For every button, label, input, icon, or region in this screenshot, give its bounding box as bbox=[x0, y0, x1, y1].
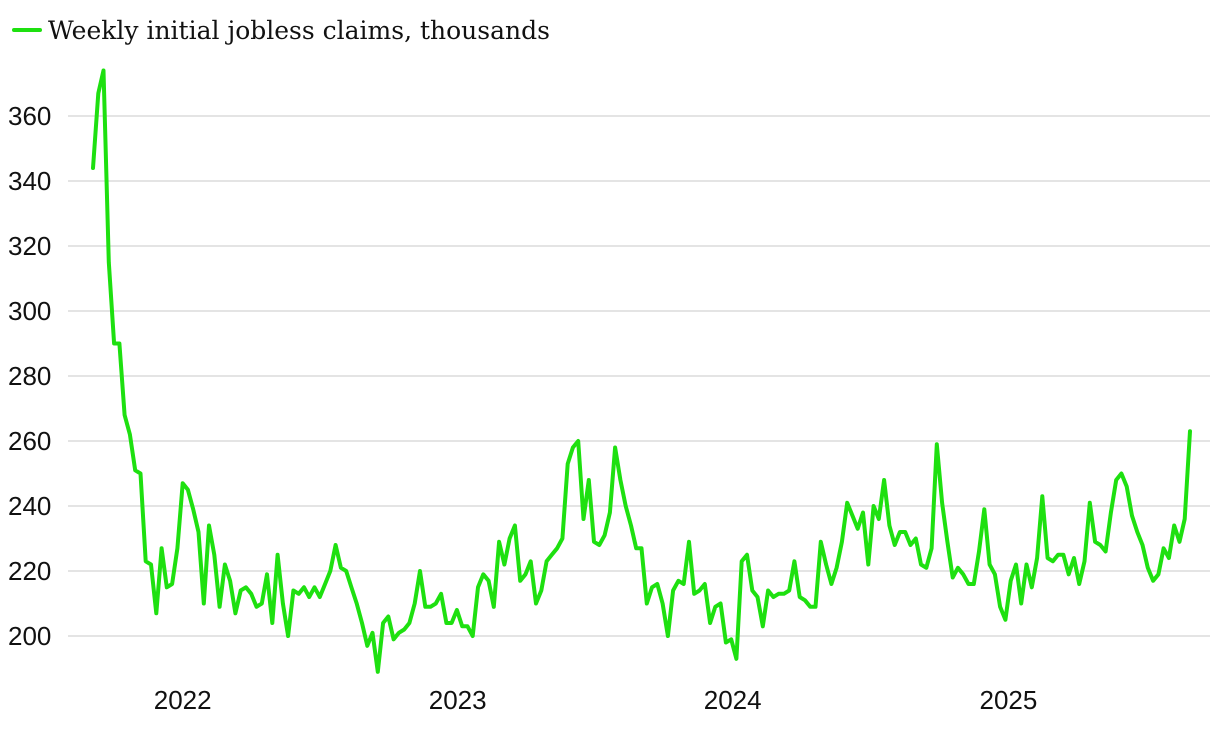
legend-swatch bbox=[12, 28, 42, 32]
x-axis: 2022 2023 2024 2025 bbox=[154, 685, 1038, 715]
x-tick-label-2025: 2025 bbox=[980, 685, 1038, 715]
x-tick-label-2022: 2022 bbox=[154, 685, 212, 715]
series-lines bbox=[91, 68, 1192, 674]
y-tick-label-200: 200 bbox=[8, 621, 51, 651]
y-tick-label-220: 220 bbox=[8, 556, 51, 586]
y-tick-label-300: 300 bbox=[8, 296, 51, 326]
x-tick-label-2024: 2024 bbox=[704, 685, 762, 715]
y-tick-label-280: 280 bbox=[8, 361, 51, 391]
y-tick-label-260: 260 bbox=[8, 426, 51, 456]
y-tick-label-360: 360 bbox=[8, 101, 51, 131]
grid-lines bbox=[68, 115, 1210, 637]
legend-label: Weekly initial jobless claims, thousands bbox=[48, 15, 550, 45]
x-tick-label-2023: 2023 bbox=[429, 685, 487, 715]
y-tick-label-320: 320 bbox=[8, 231, 51, 261]
y-tick-label-340: 340 bbox=[8, 166, 51, 196]
series-line-jobless-claims bbox=[91, 68, 1192, 674]
chart-legend: Weekly initial jobless claims, thousands bbox=[12, 12, 550, 48]
y-axis: 200 220 240 260 280 300 320 340 360 bbox=[8, 101, 51, 651]
y-tick-label-240: 240 bbox=[8, 491, 51, 521]
